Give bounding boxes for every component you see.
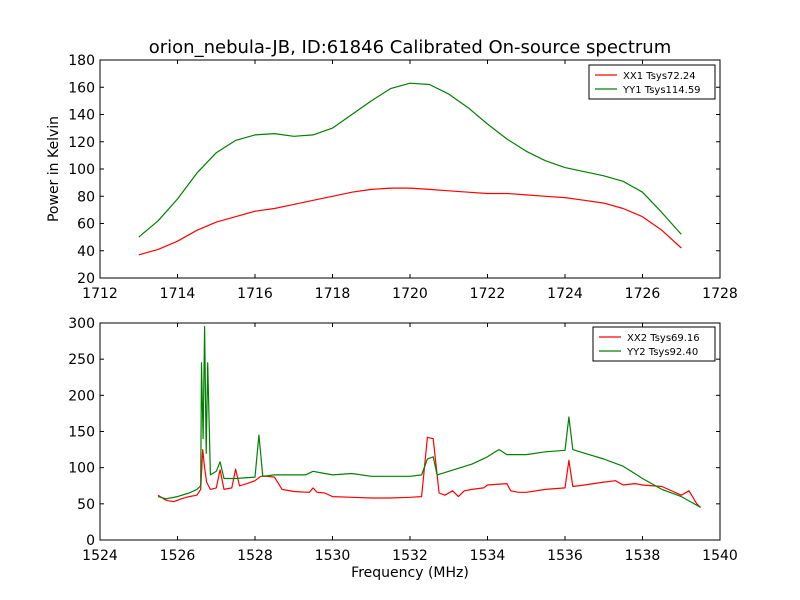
- x-tick-label: 1526: [160, 548, 196, 564]
- y-tick-label: 0: [86, 533, 95, 549]
- x-tick-label: 1724: [547, 286, 583, 302]
- legend-box: [588, 64, 716, 100]
- y-tick-label: 120: [68, 135, 95, 151]
- x-tick-label: 1714: [160, 286, 196, 302]
- y-tick-label: 150: [68, 425, 95, 441]
- y-tick-label: 100: [68, 461, 95, 477]
- chart-title: orion_nebula-JB, ID:61846 Calibrated On-…: [149, 37, 671, 58]
- x-tick-label: 1720: [392, 286, 428, 302]
- series-line-0: [157, 436, 702, 508]
- x-tick-label: 1532: [392, 548, 428, 564]
- legend-label-0: XX2 Tsys69.16: [627, 333, 700, 344]
- legend-label-1: YY2 Tsys92.40: [626, 347, 698, 358]
- y-tick-label: 160: [68, 80, 95, 96]
- x-tick-label: 1538: [625, 548, 661, 564]
- y-tick-label: 80: [77, 189, 95, 205]
- x-tick-label: 1718: [315, 286, 351, 302]
- x-tick-label: 1530: [315, 548, 351, 564]
- x-tick-label: 1722: [470, 286, 506, 302]
- y-tick-label: 50: [77, 497, 95, 513]
- y-tick-label: 20: [77, 271, 95, 287]
- y-tick-label: 60: [77, 217, 95, 233]
- top-panel: 1712 1714 1716 1718 1720 1722 1724 1726 1728 20 40…: [68, 53, 738, 302]
- y-tick-label: 250: [68, 352, 95, 368]
- x-tick-label: 1716: [237, 286, 273, 302]
- x-tick-label: 1534: [470, 548, 506, 564]
- x-tick-label: 1726: [625, 286, 661, 302]
- bottom-x-axis-label: Frequency (MHz): [351, 565, 469, 581]
- bottom-panel: 1524 1526 1528 1530 1532 1534 1536 1538 1540 0 50 1…: [68, 316, 738, 564]
- y-tick-label: 140: [68, 108, 95, 124]
- legend-label-0: XX1 Tsys72.24: [623, 71, 696, 82]
- y-tick-label: 200: [68, 388, 95, 404]
- series-line-0: [138, 187, 682, 256]
- series-line-1: [157, 326, 701, 508]
- legend-label-1: YY1 Tsys114.59: [622, 85, 701, 96]
- x-tick-label: 1528: [237, 548, 273, 564]
- legend-box: [592, 326, 716, 362]
- top-y-axis-label: Power in Kelvin: [46, 116, 62, 222]
- series-line-1: [138, 82, 682, 238]
- x-tick-label: 1524: [82, 548, 118, 564]
- y-tick-label: 40: [77, 244, 95, 260]
- x-tick-label: 1712: [82, 286, 118, 302]
- y-tick-label: 100: [68, 162, 95, 178]
- x-tick-label: 1540: [702, 548, 738, 564]
- x-tick-label: 1536: [547, 548, 583, 564]
- y-tick-label: 180: [68, 53, 95, 69]
- y-tick-label: 300: [68, 316, 95, 332]
- x-tick-label: 1728: [702, 286, 738, 302]
